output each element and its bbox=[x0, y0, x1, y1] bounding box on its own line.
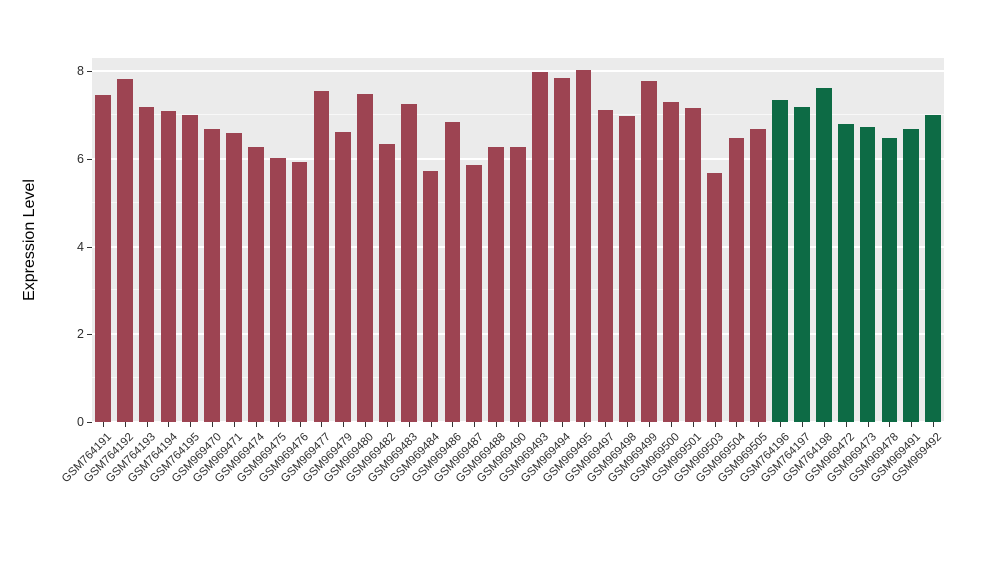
bar bbox=[706, 173, 723, 422]
bar bbox=[269, 158, 286, 422]
x-tick-mark bbox=[474, 422, 476, 427]
x-tick-mark bbox=[736, 422, 738, 427]
x-tick-mark bbox=[780, 422, 782, 427]
bar bbox=[815, 88, 832, 422]
x-tick-mark bbox=[102, 422, 104, 427]
x-tick-mark bbox=[277, 422, 279, 427]
bar bbox=[204, 129, 220, 422]
x-tick-mark bbox=[299, 422, 301, 427]
x-tick-mark bbox=[845, 422, 847, 427]
y-tick-mark bbox=[87, 71, 92, 73]
bar bbox=[750, 129, 767, 422]
bar bbox=[444, 122, 461, 422]
bar bbox=[488, 146, 504, 422]
x-tick-mark bbox=[758, 422, 760, 427]
bar bbox=[466, 165, 483, 422]
minor-gridline bbox=[92, 114, 944, 116]
x-tick-mark bbox=[714, 422, 716, 427]
bar bbox=[925, 115, 941, 422]
y-tick-label: 4 bbox=[77, 239, 84, 254]
x-tick-mark bbox=[692, 422, 694, 427]
x-tick-mark bbox=[212, 422, 214, 427]
y-tick-label: 2 bbox=[77, 327, 84, 342]
x-tick-mark bbox=[670, 422, 672, 427]
plot-panel bbox=[92, 58, 944, 423]
x-tick-mark bbox=[321, 422, 323, 427]
y-tick-mark bbox=[87, 158, 92, 160]
x-tick-mark bbox=[255, 422, 257, 427]
bar bbox=[531, 72, 548, 422]
x-tick-mark bbox=[496, 422, 498, 427]
bar bbox=[597, 110, 614, 422]
bar bbox=[619, 116, 636, 422]
bar bbox=[182, 115, 199, 422]
x-tick-mark bbox=[430, 422, 432, 427]
x-tick-mark bbox=[452, 422, 454, 427]
x-tick-mark bbox=[649, 422, 651, 427]
x-tick-mark bbox=[583, 422, 585, 427]
x-tick-mark bbox=[867, 422, 869, 427]
bar bbox=[313, 90, 330, 422]
x-tick-mark bbox=[146, 422, 148, 427]
bar bbox=[422, 170, 439, 422]
y-tick-label: 6 bbox=[77, 151, 84, 166]
x-tick-mark bbox=[168, 422, 170, 427]
bar bbox=[335, 132, 352, 422]
bar bbox=[859, 127, 876, 422]
x-tick-mark bbox=[539, 422, 541, 427]
x-tick-mark bbox=[343, 422, 345, 427]
bar bbox=[772, 100, 788, 422]
x-tick-mark bbox=[823, 422, 825, 427]
x-tick-mark bbox=[933, 422, 935, 427]
x-tick-mark bbox=[365, 422, 367, 427]
bar bbox=[379, 143, 395, 422]
x-tick-mark bbox=[889, 422, 891, 427]
x-tick-mark bbox=[124, 422, 126, 427]
bar bbox=[357, 93, 373, 422]
y-tick-label: 8 bbox=[77, 64, 84, 79]
bar bbox=[684, 108, 701, 422]
bar bbox=[794, 107, 810, 422]
bar bbox=[663, 102, 679, 422]
y-tick-mark bbox=[87, 246, 92, 248]
bar bbox=[728, 138, 745, 422]
bar bbox=[837, 124, 854, 422]
x-tick-mark bbox=[518, 422, 519, 427]
bar bbox=[116, 79, 133, 422]
bar bbox=[95, 95, 111, 422]
x-tick-mark bbox=[605, 422, 607, 427]
major-gridline bbox=[92, 70, 944, 73]
bar bbox=[553, 78, 570, 422]
x-tick-mark bbox=[190, 422, 192, 427]
x-tick-mark bbox=[234, 422, 235, 427]
bar bbox=[510, 147, 526, 422]
bar bbox=[226, 133, 242, 422]
x-tick-mark bbox=[408, 422, 410, 427]
bar bbox=[903, 129, 920, 422]
bar bbox=[160, 111, 177, 422]
bar bbox=[575, 69, 592, 422]
y-tick-mark bbox=[87, 334, 92, 336]
x-tick-mark bbox=[561, 422, 563, 427]
x-tick-mark bbox=[911, 422, 913, 427]
bar bbox=[400, 104, 417, 422]
x-tick-mark bbox=[627, 422, 629, 427]
bar bbox=[138, 107, 155, 422]
bar bbox=[247, 147, 264, 422]
x-tick-mark bbox=[386, 422, 388, 427]
x-tick-mark bbox=[802, 422, 803, 427]
bar bbox=[641, 80, 657, 422]
bar bbox=[881, 138, 898, 422]
y-tick-label: 0 bbox=[77, 415, 84, 429]
bar bbox=[291, 161, 308, 422]
y-tick-mark bbox=[87, 422, 92, 423]
